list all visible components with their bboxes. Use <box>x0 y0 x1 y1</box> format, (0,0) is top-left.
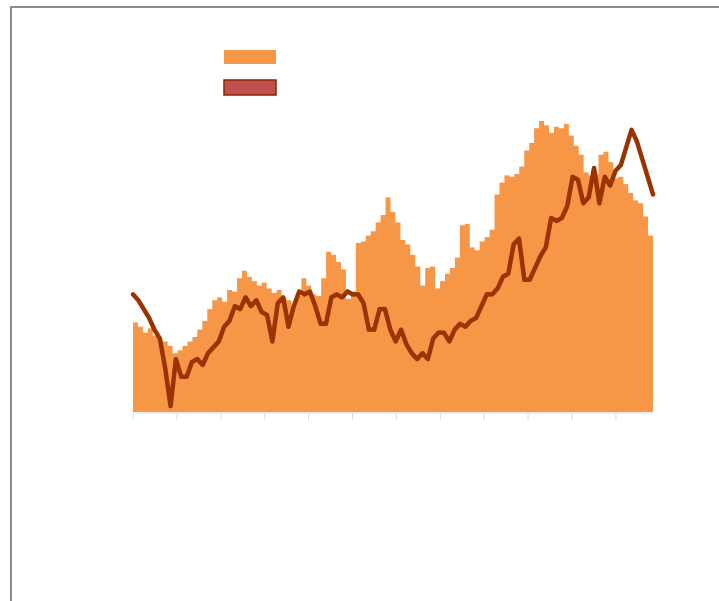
line-series <box>130 127 656 409</box>
area-series <box>133 120 653 412</box>
legend-swatch <box>223 79 277 96</box>
legend-swatch <box>224 50 276 64</box>
legend <box>223 50 277 96</box>
plot-area <box>130 120 656 412</box>
x-axis <box>132 412 653 420</box>
